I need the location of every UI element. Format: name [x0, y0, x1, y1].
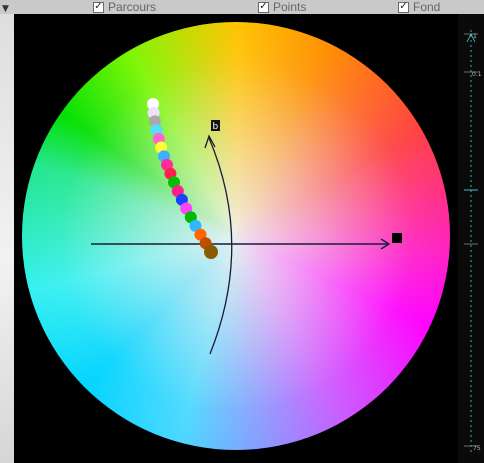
path-points — [147, 98, 218, 259]
ruler-top-label: 1 — [473, 33, 477, 40]
option-points-label: Points — [273, 0, 307, 14]
check-icon[interactable]: ✓ — [93, 1, 104, 13]
arc-label-box — [211, 120, 220, 131]
wheel-overlay: b — [91, 98, 402, 355]
triangle-down-icon[interactable]: ▼ — [2, 4, 9, 14]
ruler-arrow-icon — [466, 33, 476, 43]
ruler-second-label: 0.1 — [472, 71, 482, 78]
ruler-svg: 1 0.1 75 — [464, 30, 482, 452]
path-point[interactable] — [204, 245, 218, 259]
arc-arrowhead-icon — [204, 134, 216, 149]
option-parcours-label: Parcours — [108, 0, 157, 14]
option-points[interactable]: ✓ Points — [258, 0, 306, 14]
arc-label: b — [213, 122, 219, 132]
color-wheel[interactable] — [22, 22, 450, 450]
check-icon[interactable]: ✓ — [258, 1, 269, 13]
options-toolbar: ✓ Parcours ✓ Points ✓ Fond — [0, 0, 484, 15]
ruler-bottom-label: 75 — [473, 445, 481, 452]
rotation-arc — [208, 137, 233, 355]
check-icon[interactable]: ✓ — [398, 1, 409, 13]
axis-end-marker[interactable] — [392, 233, 402, 243]
option-fond[interactable]: ✓ Fond — [398, 0, 440, 14]
color-wheel-canvas[interactable]: b — [14, 14, 458, 463]
option-fond-label: Fond — [413, 0, 441, 14]
path-point[interactable] — [147, 98, 159, 110]
option-parcours[interactable]: ✓ Parcours — [93, 0, 156, 14]
axis-arrowhead-icon — [380, 238, 391, 250]
path-point[interactable] — [189, 219, 202, 232]
path-point[interactable] — [194, 228, 207, 241]
left-panel-strip: ▼ — [0, 4, 14, 463]
right-scale-ruler: 1 0.1 75 — [458, 14, 484, 463]
